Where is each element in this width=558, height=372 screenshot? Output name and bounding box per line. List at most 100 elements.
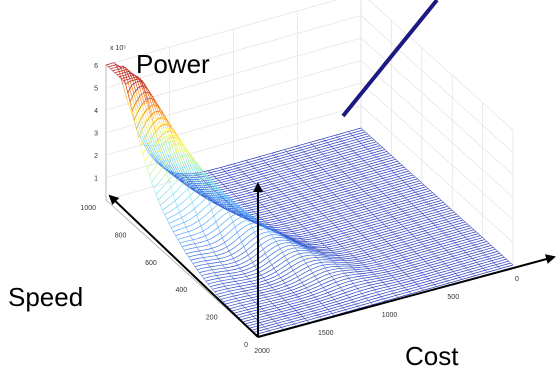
surface-mesh-segment — [253, 170, 257, 171]
surface-mesh-segment — [283, 162, 287, 163]
surface-mesh-segment — [335, 219, 339, 220]
surface-mesh-segment — [339, 218, 343, 219]
surface-mesh-segment — [376, 261, 380, 262]
surface-mesh-segment — [249, 312, 251, 314]
surface-mesh-segment — [262, 178, 266, 179]
surface-mesh-segment — [238, 277, 242, 278]
surface-mesh-segment — [292, 231, 294, 233]
surface-mesh-segment — [343, 191, 347, 192]
surface-mesh-segment — [440, 238, 444, 239]
surface-mesh-segment — [288, 317, 292, 318]
surface-mesh-segment — [225, 285, 229, 286]
surface-mesh-segment — [379, 183, 383, 184]
surface-mesh-segment — [366, 182, 370, 183]
surface-mesh-segment — [279, 219, 283, 220]
surface-mesh-segment — [264, 216, 268, 217]
surface-mesh-segment — [450, 228, 454, 229]
surface-mesh-segment — [230, 308, 234, 309]
surface-mesh-segment — [199, 265, 203, 266]
surface-mesh-segment — [240, 308, 244, 309]
surface-mesh-segment — [265, 271, 269, 273]
surface-mesh-segment — [260, 212, 264, 213]
surface-mesh-segment — [145, 154, 149, 162]
surface-mesh-segment — [244, 243, 248, 247]
surface-mesh-segment — [306, 173, 310, 174]
surface-mesh-segment — [394, 202, 398, 203]
surface-mesh-segment — [368, 272, 372, 273]
surface-mesh-segment — [274, 255, 278, 258]
surface-mesh-segment — [193, 255, 197, 256]
surface-mesh-segment — [240, 164, 244, 165]
surface-mesh-segment — [344, 142, 348, 143]
surface-mesh-segment — [374, 264, 378, 265]
surface-mesh-segment — [478, 238, 482, 239]
surface-mesh-segment — [249, 197, 253, 198]
surface-mesh-segment — [320, 317, 322, 319]
surface-mesh-segment — [451, 258, 455, 259]
surface-mesh-segment — [313, 271, 317, 273]
surface-mesh-segment — [312, 228, 316, 229]
surface-mesh-segment — [223, 284, 225, 287]
surface-mesh-segment — [296, 309, 300, 310]
surface-mesh-segment — [241, 204, 245, 205]
surface-mesh-segment — [323, 168, 327, 169]
surface-mesh-segment — [474, 259, 478, 260]
surface-mesh-segment — [462, 258, 466, 259]
surface-mesh-segment — [343, 176, 347, 177]
surface-mesh-segment — [327, 142, 331, 143]
surface-mesh-segment — [381, 160, 385, 161]
surface-mesh-segment — [304, 151, 308, 152]
surface-mesh-segment — [251, 324, 255, 325]
surface-mesh-segment — [238, 316, 242, 317]
surface-mesh-segment — [407, 188, 411, 189]
surface-mesh-segment — [290, 198, 294, 199]
surface-mesh-segment — [395, 218, 399, 219]
surface-mesh-segment — [316, 232, 320, 233]
surface-mesh-segment — [283, 314, 285, 316]
surface-mesh-segment — [415, 266, 419, 267]
surface-mesh-segment — [470, 260, 474, 261]
surface-mesh-segment — [348, 251, 352, 252]
surface-mesh-segment — [409, 285, 413, 286]
surface-mesh-segment — [404, 236, 408, 237]
surface-mesh-segment — [156, 190, 160, 194]
surface-mesh-segment — [310, 270, 312, 273]
surface-mesh-segment — [283, 182, 287, 183]
surface-mesh-segment — [266, 285, 270, 286]
surface-mesh-segment — [221, 171, 225, 172]
surface-mesh-segment — [332, 161, 336, 162]
surface-mesh-segment — [358, 215, 362, 216]
surface-mesh-segment — [192, 215, 196, 218]
surface-mesh-segment — [206, 261, 208, 264]
surface-mesh-segment — [372, 242, 376, 243]
surface-mesh-segment — [278, 252, 282, 255]
surface-mesh-segment — [186, 245, 190, 246]
surface-mesh-segment — [491, 249, 495, 250]
surface-mesh-segment — [349, 197, 353, 198]
surface-mesh-segment — [241, 319, 245, 320]
surface-mesh-segment — [175, 212, 179, 214]
surface-mesh-segment — [266, 197, 270, 198]
surface-mesh-segment — [308, 175, 312, 176]
surface-mesh-segment — [289, 261, 293, 264]
surface-mesh-segment — [407, 204, 411, 205]
surface-mesh-segment — [227, 255, 231, 257]
surface-mesh-segment — [214, 216, 216, 222]
surface-mesh-segment — [307, 234, 311, 235]
surface-mesh-segment — [286, 225, 290, 226]
surface-mesh-segment — [446, 239, 450, 240]
surface-mesh-segment — [424, 199, 428, 200]
surface-mesh-segment — [266, 167, 270, 168]
surface-mesh-segment — [199, 201, 203, 205]
surface-mesh-segment — [156, 149, 160, 155]
surface-mesh-segment — [190, 223, 194, 225]
surface-mesh-segment — [322, 313, 326, 314]
surface-mesh-segment — [362, 188, 366, 189]
surface-mesh-segment — [156, 171, 160, 177]
surface-mesh-segment — [236, 281, 238, 283]
surface-mesh-segment — [319, 265, 323, 266]
surface-mesh-segment — [158, 200, 160, 205]
surface-mesh-segment — [313, 315, 317, 316]
surface-mesh-segment — [285, 310, 289, 311]
surface-mesh-segment — [344, 252, 348, 253]
